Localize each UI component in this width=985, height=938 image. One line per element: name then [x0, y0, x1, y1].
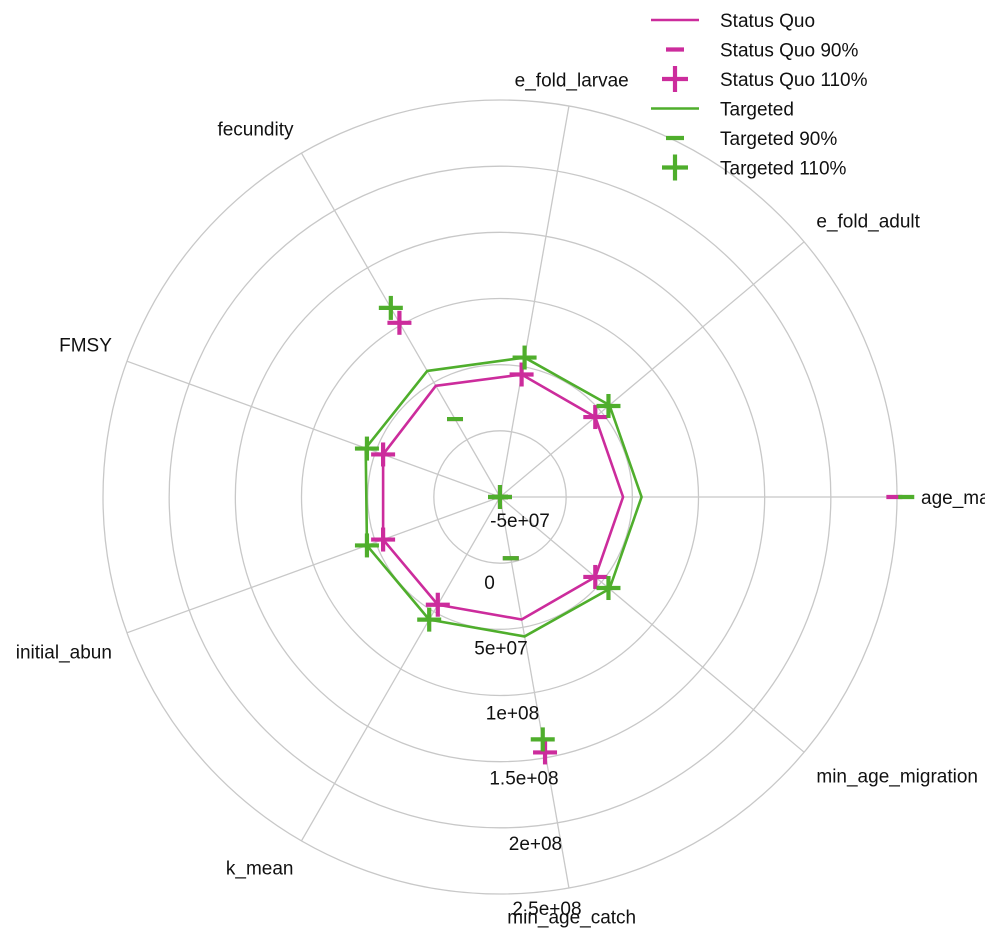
- axis-labels: age_mat_sigm e_fold_adult e_fold_larvaefec…: [16, 70, 985, 928]
- axis-label-k-mean: k_mean: [226, 859, 294, 880]
- spoke-min-age-migration: [499, 496, 805, 753]
- legend-entry-status-quo-90: Status Quo 90%: [666, 41, 858, 62]
- point-status-quo-110-e-fold-larvae: [509, 362, 534, 387]
- legend-label-targeted-110: Targeted 110%: [720, 159, 847, 180]
- legend-entry-status-quo: Status Quo: [651, 11, 815, 32]
- axis-label-e-fold-adult: e_fold_adult: [816, 212, 920, 233]
- legend-label-status-quo: Status Quo: [720, 11, 815, 32]
- axis-label-age-mat-sigm: age_mat_sigm: [921, 488, 985, 509]
- point-status-quo-110-min-age-migration: [583, 564, 608, 589]
- axis-label-min-age-catch: min_age_catch: [507, 908, 636, 929]
- spoke-min-age-catch: [499, 496, 570, 889]
- point-targeted-110-initial-abun: [354, 533, 379, 558]
- point-targeted-110-fecundity: [378, 295, 403, 320]
- point-status-quo-110-initial-abun: [371, 527, 396, 552]
- legend-entry-targeted: Targeted: [651, 100, 794, 121]
- ring-label-4: 1.5e+08: [489, 769, 558, 790]
- legend-label-status-quo-110: Status Quo 110%: [720, 70, 868, 91]
- legend: Status Quo Status Quo 90% Status Quo 110% T…: [651, 11, 868, 181]
- point-targeted-110-e-fold-adult: [596, 393, 621, 418]
- ring-label-5: 2e+08: [509, 834, 562, 855]
- point-status-quo-110-fecundity: [387, 310, 412, 335]
- legend-entry-targeted-90: Targeted 90%: [666, 129, 837, 150]
- series-layer: [364, 356, 643, 638]
- ring-label-6: 2.5e+08: [512, 899, 581, 920]
- point-targeted-110-k-mean: [417, 607, 442, 632]
- legend-label-targeted: Targeted: [720, 100, 794, 121]
- point-targeted-110-min-age-migration: [596, 576, 621, 601]
- ring-label-1: 0: [484, 573, 495, 594]
- spoke-e-fold-larvae: [499, 105, 570, 498]
- legend-label-status-quo-90: Status Quo 90%: [720, 41, 858, 62]
- axis-label-initial-abun: initial_abun: [16, 642, 112, 663]
- point-status-quo-110-e-fold-adult: [583, 405, 608, 430]
- point-status-quo-110-fmsy: [371, 442, 396, 467]
- ring-label-2: 5e+07: [474, 638, 527, 659]
- legend-entry-targeted-110: Targeted 110%: [662, 154, 847, 181]
- ring-label-0: -5e+07: [490, 511, 550, 532]
- spoke-k-mean: [300, 496, 501, 842]
- point-targeted-110-min-age-catch: [530, 727, 555, 752]
- point-targeted-110-age-mat-sigm: [488, 485, 512, 509]
- legend-entry-status-quo-110: Status Quo 110%: [662, 66, 868, 92]
- point-targeted-110-fmsy: [354, 436, 379, 461]
- axis-label-fecundity: fecundity: [217, 119, 294, 140]
- spoke-e-fold-adult: [499, 241, 805, 498]
- ring-labels: -5e+07 0 5e+07 1e+08 1.5e+08 2e+08 2.5e+08: [474, 511, 581, 920]
- point-status-quo-110-k-mean: [425, 592, 450, 617]
- series-line-status-quo: [381, 373, 625, 621]
- point-targeted-110-e-fold-larvae: [512, 345, 537, 370]
- axis-label-fmsy: FMSY: [59, 336, 112, 357]
- ring-label-3: 1e+08: [486, 703, 539, 724]
- marker-layer: [354, 295, 915, 765]
- spoke-initial-abun: [126, 496, 501, 634]
- series-line-targeted: [364, 356, 643, 638]
- axis-label-e-fold-larvae: e_fold_larvae: [515, 70, 629, 91]
- axis-label-min-age-migration: min_age_migration: [816, 766, 978, 787]
- point-status-quo-110-min-age-catch: [533, 740, 558, 765]
- spoke-fmsy: [126, 360, 501, 498]
- legend-label-targeted-90: Targeted 90%: [720, 129, 837, 150]
- grid: [102, 99, 898, 895]
